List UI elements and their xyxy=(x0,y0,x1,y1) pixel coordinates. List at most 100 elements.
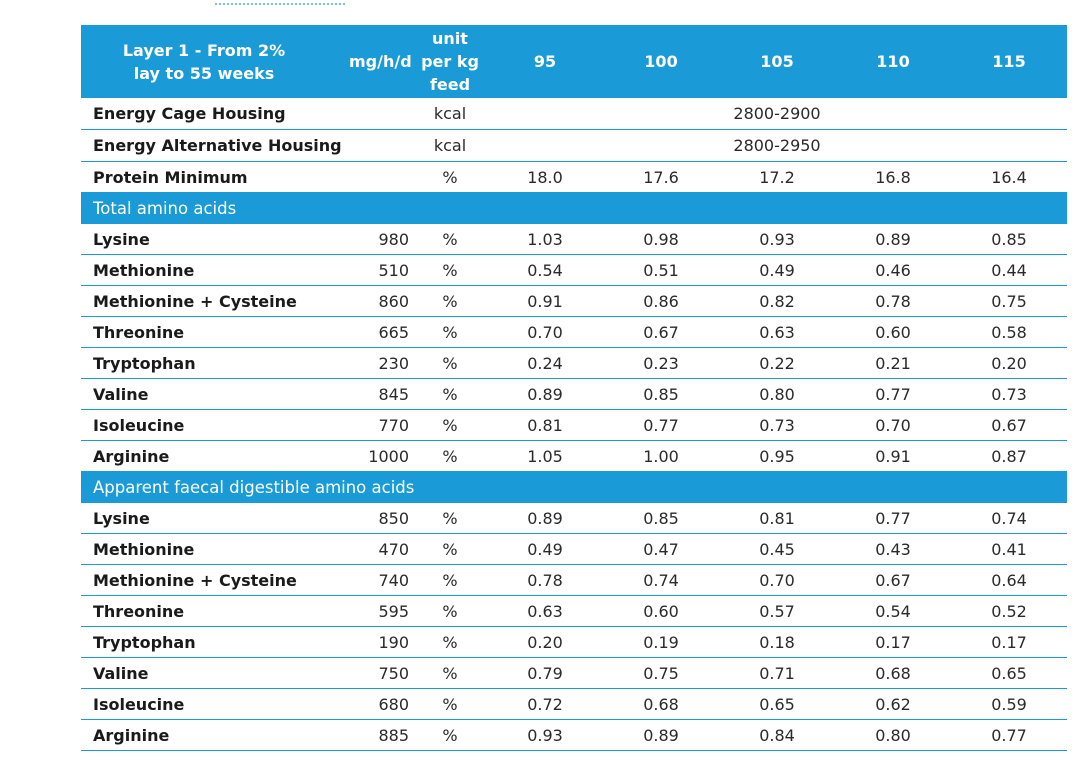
value-cell: 0.79 xyxy=(487,657,603,689)
value-cell: 0.84 xyxy=(719,719,835,751)
energy-range-cell: 2800-2950 xyxy=(487,129,1067,162)
value-cell: 0.51 xyxy=(603,254,719,286)
value-cell: 0.85 xyxy=(603,378,719,410)
unit-cell: % xyxy=(413,688,487,720)
amino-acid-name: Tryptophan xyxy=(81,347,349,379)
value-cell: 0.81 xyxy=(719,502,835,534)
value-cell: 17.6 xyxy=(603,161,719,193)
table-row: Threonine 595% 0.63 0.60 0.57 0.54 0.52 xyxy=(81,595,1067,627)
value-cell: 0.67 xyxy=(951,409,1067,441)
amino-acid-name: Methionine xyxy=(81,533,349,565)
value-cell: 0.95 xyxy=(719,440,835,472)
value-cell: 0.60 xyxy=(835,316,951,348)
value-cell: 0.77 xyxy=(951,719,1067,751)
unit-cell: kcal xyxy=(413,98,487,130)
unit-cell: % xyxy=(413,347,487,379)
header-unit: unit per kg feed xyxy=(413,25,487,98)
amino-acid-name: Methionine xyxy=(81,254,349,286)
value-cell: 0.43 xyxy=(835,533,951,565)
table-row: Methionine + Cysteine 860% 0.91 0.86 0.82 0.7… xyxy=(81,285,1067,317)
mg-cell: 740 xyxy=(349,564,413,596)
value-cell: 0.41 xyxy=(951,533,1067,565)
value-cell: 0.70 xyxy=(719,564,835,596)
table-row: Methionine 510% 0.54 0.51 0.49 0.46 0.44 xyxy=(81,254,1067,286)
value-cell: 0.47 xyxy=(603,533,719,565)
amino-acid-name: Methionine + Cysteine xyxy=(81,564,349,596)
mg-cell: 750 xyxy=(349,657,413,689)
unit-cell: % xyxy=(413,254,487,286)
unit-cell: % xyxy=(413,378,487,410)
value-cell: 0.68 xyxy=(603,688,719,720)
value-cell: 0.17 xyxy=(835,626,951,658)
value-cell: 0.72 xyxy=(487,688,603,720)
unit-cell: % xyxy=(413,564,487,596)
value-cell: 0.75 xyxy=(603,657,719,689)
value-cell: 0.91 xyxy=(835,440,951,472)
nutrient-table: Layer 1 - From 2% lay to 55 weeks mg/h/d… xyxy=(81,25,1067,751)
value-cell: 0.67 xyxy=(603,316,719,348)
amino-acid-name: Isoleucine xyxy=(81,409,349,441)
mg-cell: 860 xyxy=(349,285,413,317)
value-cell: 0.21 xyxy=(835,347,951,379)
table-row: Tryptophan 190% 0.20 0.19 0.18 0.17 0.17 xyxy=(81,626,1067,658)
header-phase-label: Layer 1 - From 2% lay to 55 weeks xyxy=(81,25,349,98)
amino-acid-name: Arginine xyxy=(81,719,349,751)
value-cell: 0.93 xyxy=(487,719,603,751)
value-cell: 0.74 xyxy=(951,502,1067,534)
section-title: Apparent faecal digestible amino acids xyxy=(81,471,1067,503)
amino-acid-name: Threonine xyxy=(81,316,349,348)
value-cell: 0.68 xyxy=(835,657,951,689)
unit-cell: % xyxy=(413,285,487,317)
mg-cell xyxy=(349,129,413,162)
value-cell: 0.89 xyxy=(835,223,951,255)
amino-acid-name: Isoleucine xyxy=(81,688,349,720)
value-cell: 0.64 xyxy=(951,564,1067,596)
section-header-row: Apparent faecal digestible amino acids xyxy=(81,471,1067,503)
amino-acid-name: Lysine xyxy=(81,223,349,255)
value-cell: 0.74 xyxy=(603,564,719,596)
unit-cell: % xyxy=(413,533,487,565)
value-cell: 0.89 xyxy=(487,378,603,410)
value-cell: 0.44 xyxy=(951,254,1067,286)
table-row-energy-alternative: Energy Alternative Housing kcal 2800-295… xyxy=(81,129,1067,162)
value-cell: 0.54 xyxy=(487,254,603,286)
value-cell: 0.86 xyxy=(603,285,719,317)
mg-cell: 885 xyxy=(349,719,413,751)
value-cell: 1.05 xyxy=(487,440,603,472)
table-row-protein: Protein Minimum % 18.0 17.6 17.2 16.8 16… xyxy=(81,161,1067,193)
value-cell: 0.75 xyxy=(951,285,1067,317)
value-cell: 0.24 xyxy=(487,347,603,379)
table-row: Lysine 850% 0.89 0.85 0.81 0.77 0.74 xyxy=(81,502,1067,534)
value-cell: 0.71 xyxy=(719,657,835,689)
value-cell: 0.77 xyxy=(835,378,951,410)
header-weight-110: 110 xyxy=(835,25,951,98)
value-cell: 0.78 xyxy=(487,564,603,596)
value-cell: 0.85 xyxy=(951,223,1067,255)
value-cell: 0.81 xyxy=(487,409,603,441)
value-cell: 16.4 xyxy=(951,161,1067,193)
unit-cell: % xyxy=(413,440,487,472)
value-cell: 0.65 xyxy=(719,688,835,720)
mg-cell: 470 xyxy=(349,533,413,565)
value-cell: 0.78 xyxy=(835,285,951,317)
mg-cell: 680 xyxy=(349,688,413,720)
amino-acid-name: Tryptophan xyxy=(81,626,349,658)
mg-cell: 980 xyxy=(349,223,413,255)
value-cell: 0.73 xyxy=(719,409,835,441)
value-cell: 0.63 xyxy=(487,595,603,627)
table-row: Threonine 665% 0.70 0.67 0.63 0.60 0.58 xyxy=(81,316,1067,348)
value-cell: 0.20 xyxy=(951,347,1067,379)
row-label: Protein Minimum xyxy=(81,161,349,193)
value-cell: 0.77 xyxy=(835,502,951,534)
value-cell: 0.67 xyxy=(835,564,951,596)
table-row: Valine 750% 0.79 0.75 0.71 0.68 0.65 xyxy=(81,657,1067,689)
value-cell: 0.52 xyxy=(951,595,1067,627)
unit-cell: % xyxy=(413,657,487,689)
value-cell: 0.59 xyxy=(951,688,1067,720)
unit-cell: % xyxy=(413,719,487,751)
unit-cell: kcal xyxy=(413,129,487,162)
value-cell: 0.89 xyxy=(487,502,603,534)
value-cell: 0.63 xyxy=(719,316,835,348)
value-cell: 0.98 xyxy=(603,223,719,255)
value-cell: 0.49 xyxy=(487,533,603,565)
